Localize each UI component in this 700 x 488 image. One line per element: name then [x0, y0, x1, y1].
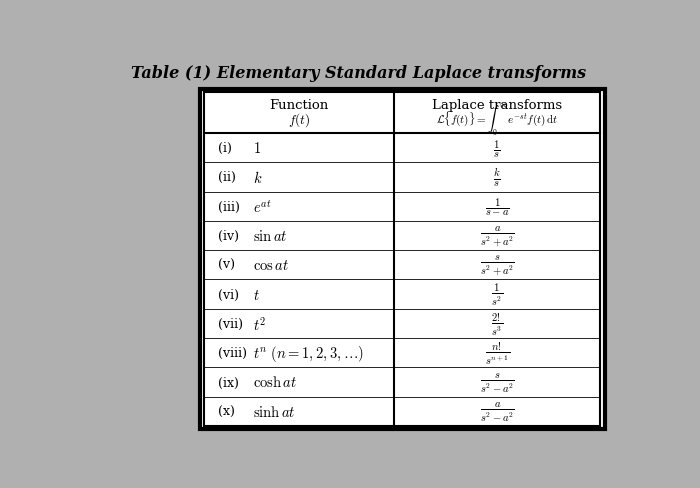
Text: $1$: $1$: [253, 141, 261, 156]
Text: $\mathcal{L}\{f(t)\} = \int_0^{\infty} e^{-st}f(t)\,\mathrm{d}t$: $\mathcal{L}\{f(t)\} = \int_0^{\infty} e…: [436, 102, 558, 138]
Text: $\sinh at$: $\sinh at$: [253, 404, 295, 419]
Text: $\frac{1}{s^2}$: $\frac{1}{s^2}$: [491, 281, 503, 308]
Text: Table (1) Elementary Standard Laplace transforms: Table (1) Elementary Standard Laplace tr…: [131, 65, 587, 82]
Text: $\cosh at$: $\cosh at$: [253, 375, 298, 390]
Text: (x): (x): [218, 405, 234, 418]
Text: (i): (i): [218, 142, 232, 155]
Text: (vii): (vii): [218, 317, 243, 330]
Text: $\frac{1}{s-a}$: $\frac{1}{s-a}$: [484, 196, 510, 218]
Text: (viii): (viii): [218, 346, 246, 360]
Text: $t$: $t$: [253, 287, 260, 302]
Text: $\frac{a}{s^2+a^2}$: $\frac{a}{s^2+a^2}$: [480, 224, 514, 248]
Text: $f(t)$: $f(t)$: [288, 111, 310, 129]
Text: $t^n\;(n=1,2,3,\ldots)$: $t^n\;(n=1,2,3,\ldots)$: [253, 343, 364, 363]
Text: $\frac{s}{s^2-a^2}$: $\frac{s}{s^2-a^2}$: [480, 370, 514, 394]
Text: (ix): (ix): [218, 376, 239, 388]
Text: $\frac{n!}{s^{n+1}}$: $\frac{n!}{s^{n+1}}$: [484, 340, 510, 366]
Bar: [204, 92, 600, 426]
Text: $e^{at}$: $e^{at}$: [253, 199, 272, 215]
Text: $\frac{a}{s^2-a^2}$: $\frac{a}{s^2-a^2}$: [480, 400, 514, 423]
Text: $t^2$: $t^2$: [253, 315, 267, 333]
Text: $\frac{s}{s^2+a^2}$: $\frac{s}{s^2+a^2}$: [480, 253, 514, 278]
Text: $\frac{k}{s}$: $\frac{k}{s}$: [494, 166, 501, 188]
Text: (iv): (iv): [218, 229, 239, 243]
Text: $\sin at$: $\sin at$: [253, 228, 288, 244]
Text: (iii): (iii): [218, 200, 239, 213]
Text: (vi): (vi): [218, 288, 239, 301]
Text: $\frac{2!}{s^3}$: $\frac{2!}{s^3}$: [491, 310, 503, 337]
Text: (ii): (ii): [218, 171, 236, 184]
Text: Laplace transforms: Laplace transforms: [432, 99, 562, 112]
Text: (v): (v): [218, 259, 234, 272]
Text: Function: Function: [270, 99, 329, 112]
Text: $\frac{1}{s}$: $\frac{1}{s}$: [494, 137, 500, 159]
Text: $k$: $k$: [253, 169, 262, 185]
Bar: [199, 89, 605, 429]
Text: $\cos at$: $\cos at$: [253, 258, 289, 273]
